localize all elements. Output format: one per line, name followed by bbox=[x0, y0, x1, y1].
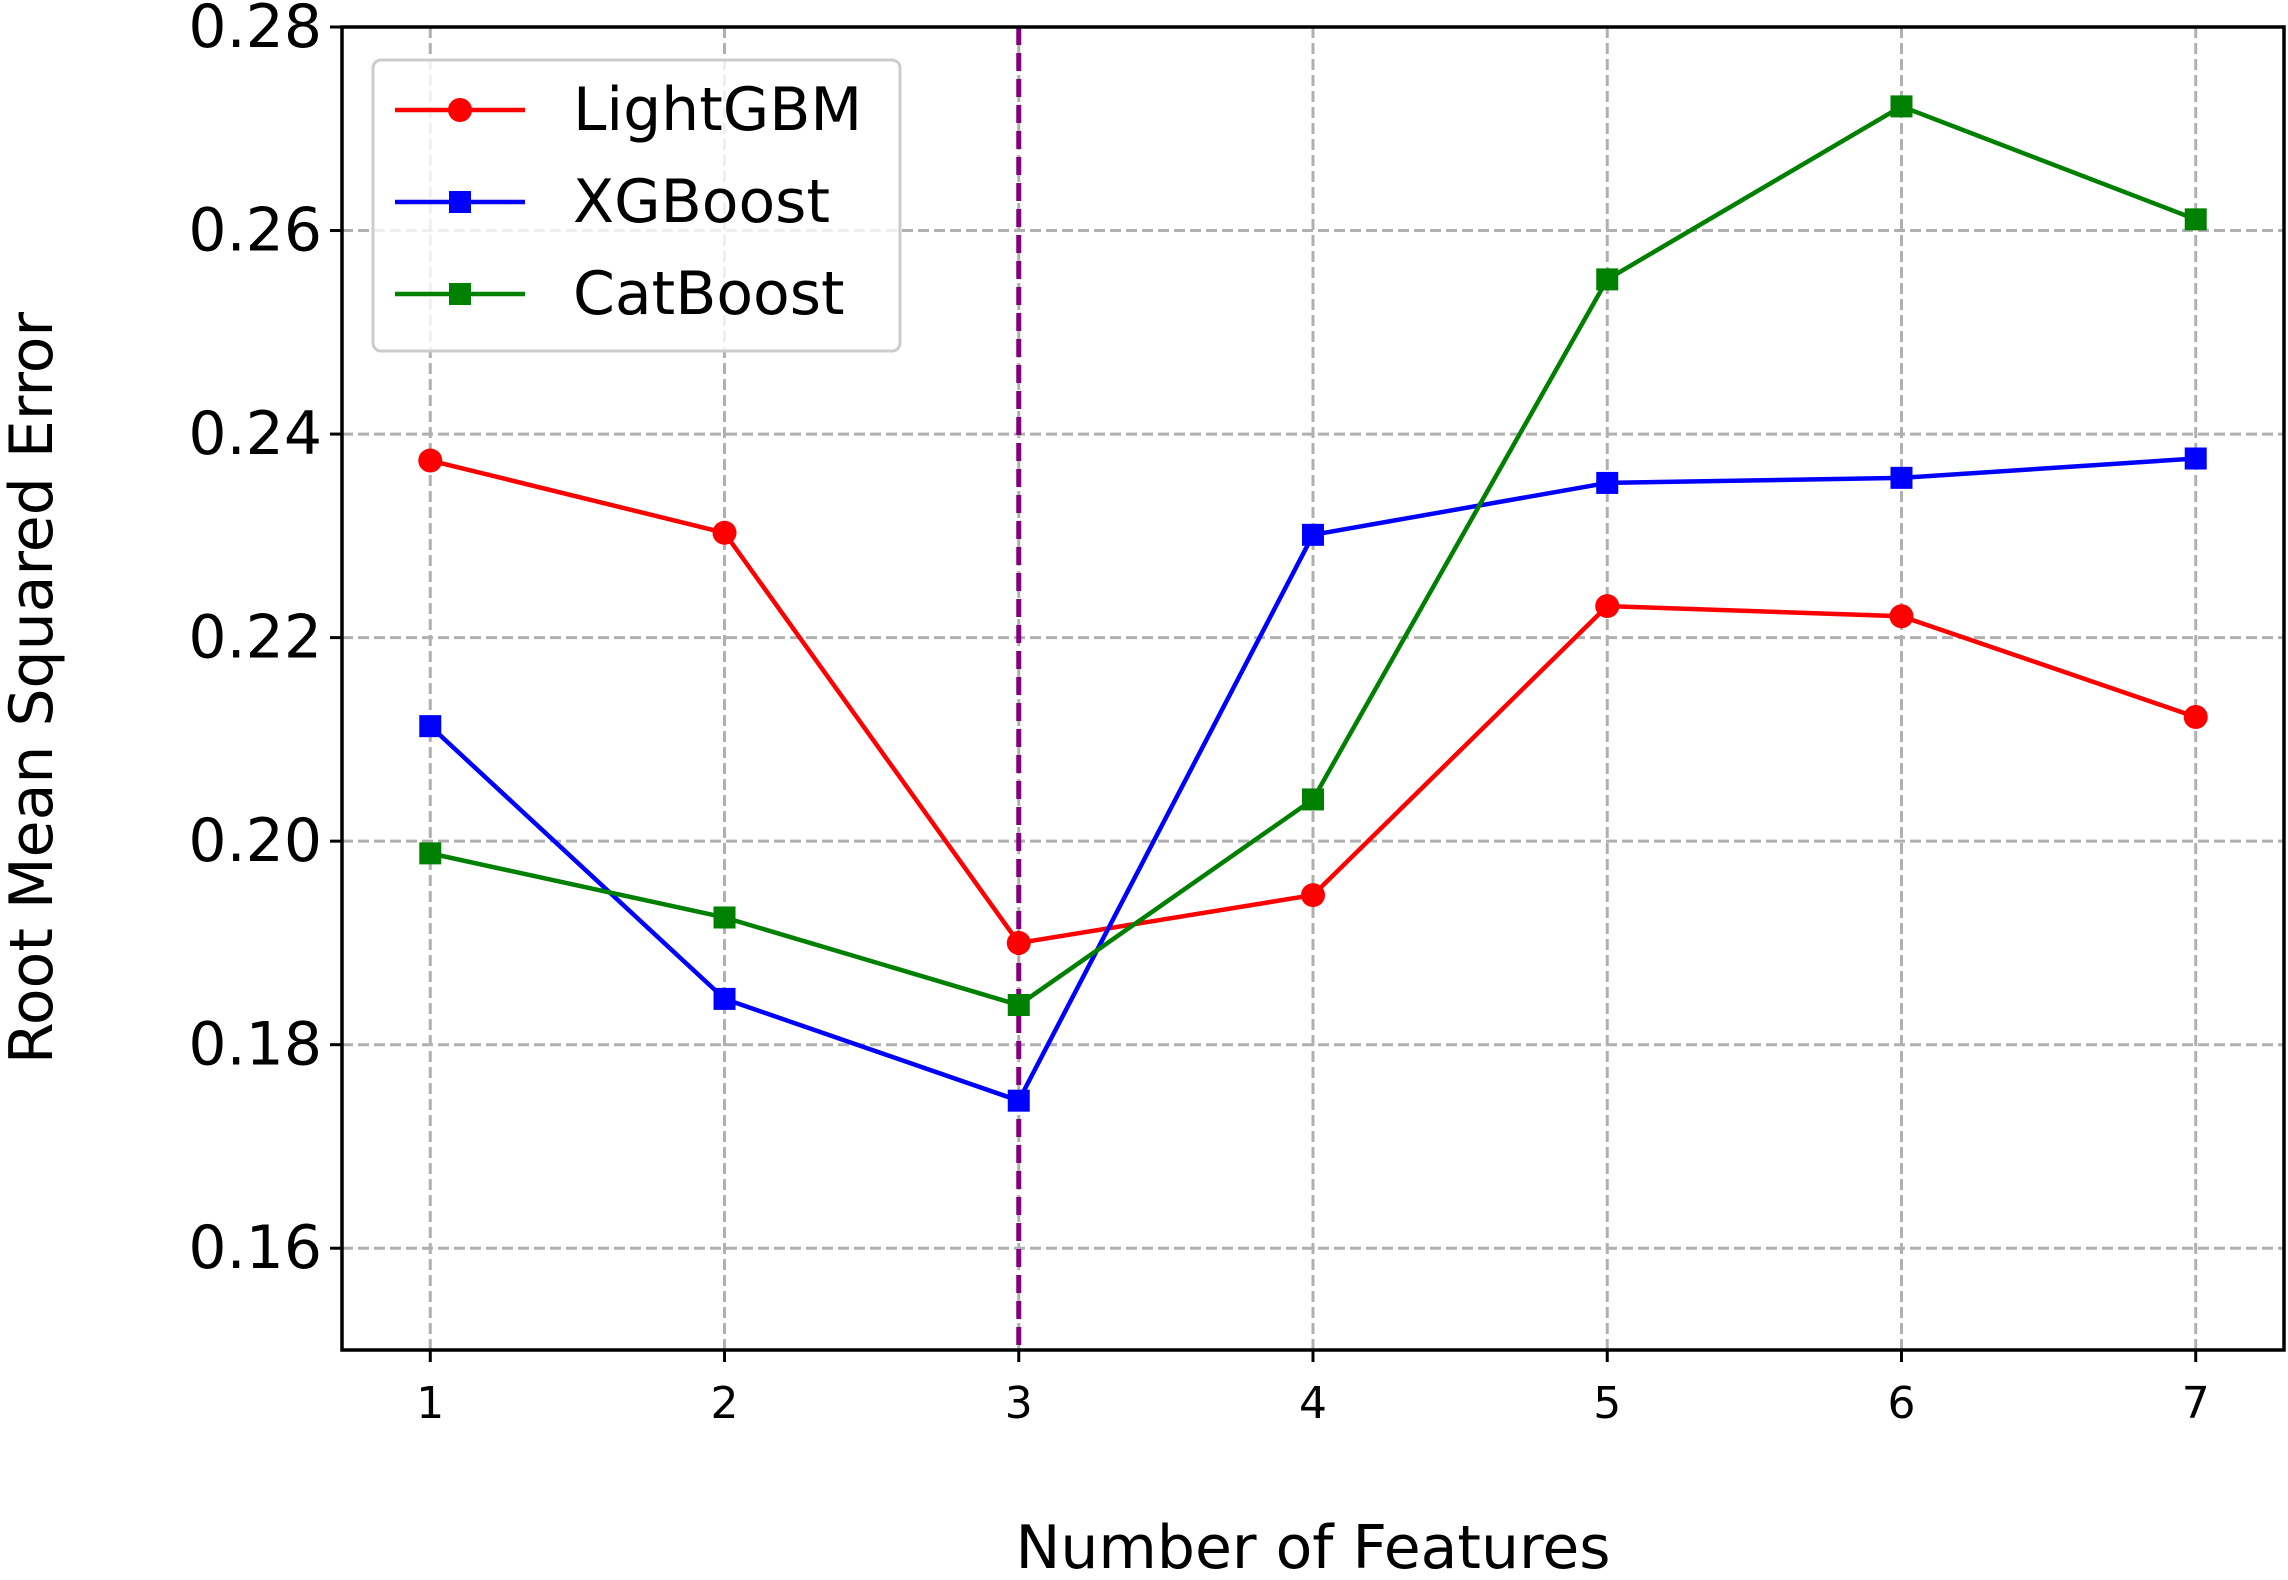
x-tick-label: 3 bbox=[1005, 1378, 1033, 1429]
legend-marker bbox=[448, 98, 472, 122]
legend-item: LightGBM bbox=[395, 75, 862, 145]
data-point bbox=[2184, 447, 2207, 470]
legend-label: CatBoost bbox=[573, 259, 845, 329]
data-point bbox=[1596, 471, 1619, 494]
legend-marker bbox=[449, 191, 471, 213]
data-point bbox=[1595, 594, 1620, 619]
data-point bbox=[1890, 95, 1913, 118]
y-tick-label: 0.28 bbox=[188, 0, 322, 62]
data-point bbox=[2183, 704, 2208, 729]
data-point bbox=[419, 715, 442, 738]
legend: LightGBM XGBoost CatBoost bbox=[371, 58, 902, 353]
data-point bbox=[1301, 883, 1325, 908]
legend-item: XGBoost bbox=[395, 167, 830, 237]
data-point bbox=[713, 987, 736, 1010]
x-axis-ticks: 1 2 3 4 5 6 7 bbox=[416, 1350, 2210, 1429]
x-tick-label: 1 bbox=[416, 1378, 444, 1429]
x-tick-label: 6 bbox=[1887, 1378, 1915, 1429]
data-point bbox=[1302, 788, 1324, 811]
y-axis-label: Root Mean Squared Error bbox=[0, 312, 67, 1065]
series-lightgbm bbox=[418, 448, 2208, 955]
data-point bbox=[2184, 208, 2207, 231]
data-point bbox=[1890, 466, 1913, 489]
legend-item: CatBoost bbox=[395, 259, 845, 329]
y-tick-label: 0.16 bbox=[188, 1213, 322, 1283]
legend-label: LightGBM bbox=[573, 75, 862, 145]
y-tick-label: 0.18 bbox=[188, 1010, 322, 1080]
x-tick-label: 2 bbox=[711, 1378, 739, 1429]
data-point bbox=[419, 842, 442, 865]
x-axis-label: Number of Features bbox=[1016, 1513, 1611, 1576]
legend-marker bbox=[449, 283, 471, 305]
y-axis-ticks: 0.16 0.18 0.20 0.22 0.24 0.26 0.28 bbox=[188, 0, 342, 1283]
y-tick-label: 0.22 bbox=[188, 603, 322, 673]
x-tick-label: 5 bbox=[1593, 1378, 1621, 1429]
data-point bbox=[1302, 523, 1324, 546]
x-tick-label: 4 bbox=[1299, 1378, 1327, 1429]
series-catboost bbox=[419, 95, 2207, 1017]
y-tick-label: 0.24 bbox=[188, 399, 322, 469]
series-xgboost bbox=[419, 447, 2207, 1112]
data-point bbox=[712, 520, 737, 545]
legend-box bbox=[371, 58, 902, 353]
legend-label: XGBoost bbox=[573, 167, 830, 237]
data-point bbox=[1006, 930, 1031, 955]
series-group bbox=[418, 95, 2208, 1112]
data-point bbox=[418, 448, 443, 473]
y-tick-label: 0.26 bbox=[188, 196, 322, 266]
y-tick-label: 0.20 bbox=[188, 806, 322, 876]
data-point bbox=[713, 906, 736, 929]
data-point bbox=[1889, 604, 1914, 629]
data-point bbox=[1596, 268, 1619, 291]
data-point bbox=[1007, 1089, 1030, 1112]
data-point bbox=[1007, 994, 1030, 1017]
x-tick-label: 7 bbox=[2182, 1378, 2210, 1429]
